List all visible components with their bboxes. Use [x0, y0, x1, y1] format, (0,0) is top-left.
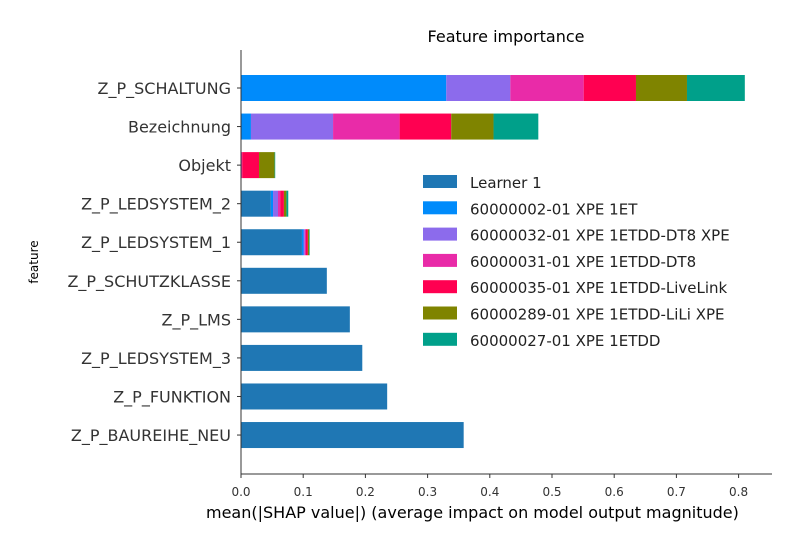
y-tick-label: Z_P_BAUREIHE_NEU	[71, 426, 231, 446]
bar-bezeichnung-series-1	[241, 113, 251, 140]
bar-bezeichnung-series-3	[333, 113, 400, 140]
y-tick-label: Z_P_LEDSYSTEM_1	[81, 233, 231, 253]
bar-z-p-ledsystem-1-series-6	[309, 229, 310, 256]
legend-label: 60000032-01 XPE 1ETDD-DT8 XPE	[470, 227, 730, 245]
y-tick-label: Z_P_SCHALTUNG	[98, 79, 231, 99]
x-tick-label: 0.5	[542, 485, 561, 499]
bar-z-p-ledsystem-1-series-0	[241, 229, 302, 256]
bar-z-p-lms-series-0	[241, 306, 350, 333]
y-tick-label: Objekt	[178, 156, 231, 175]
legend-label: 60000027-01 XPE 1ETDD	[470, 332, 660, 350]
bar-objekt-series-5	[259, 152, 275, 179]
x-tick-label: 0.4	[480, 485, 499, 499]
y-tick-label: Bezeichnung	[128, 118, 231, 137]
bar-z-p-ledsystem-3-series-0	[241, 344, 363, 371]
bar-z-p-ledsystem-1-series-5	[307, 229, 310, 256]
legend-swatch	[423, 280, 457, 294]
x-axis-label: mean(|SHAP value|) (average impact on mo…	[206, 503, 739, 522]
y-tick-label: Z_P_FUNKTION	[113, 387, 231, 407]
y-axis-label: feature	[27, 240, 41, 283]
legend-swatch	[423, 253, 457, 267]
bar-z-p-ledsystem-1-series-1	[301, 229, 304, 256]
bar-z-p-schaltung-series-5	[635, 75, 687, 101]
x-tick-label: 0.6	[605, 485, 624, 499]
bar-bezeichnung-series-6	[493, 113, 539, 140]
legend-label: Learner 1	[470, 174, 542, 192]
y-tick-label: Z_P_LEDSYSTEM_2	[81, 195, 231, 215]
bar-z-p-schaltung-series-2	[446, 75, 511, 101]
legend-label: 60000035-01 XPE 1ETDD-LiveLink	[470, 279, 728, 297]
bar-bezeichnung-series-5	[451, 113, 494, 140]
bar-objekt-series-6	[274, 152, 276, 179]
x-tick-label: 0.7	[667, 485, 686, 499]
bar-bezeichnung-series-4	[399, 113, 452, 140]
bar-objekt-series-3	[241, 152, 243, 179]
x-tick-label: 0.8	[729, 485, 748, 499]
x-tick-label: 0.3	[418, 485, 437, 499]
legend-swatch	[423, 175, 457, 188]
y-tick-label: Z_P_LEDSYSTEM_3	[81, 349, 231, 369]
bar-z-p-ledsystem-2-series-4	[280, 190, 284, 217]
bar-objekt-series-4	[242, 152, 260, 179]
chart-title: Feature importance	[428, 27, 585, 46]
bar-z-p-schaltung-series-4	[583, 75, 636, 101]
bar-z-p-ledsystem-2-series-1	[270, 190, 274, 217]
bar-bezeichnung-series-2	[250, 113, 334, 140]
legend-label: 60000002-01 XPE 1ET	[470, 200, 638, 218]
legend-label: 60000289-01 XPE 1ETDD-LiLi XPE	[470, 306, 725, 324]
x-tick-label: 0.0	[231, 485, 250, 499]
bar-z-p-ledsystem-2-series-2	[273, 190, 279, 217]
legend-swatch	[423, 332, 457, 346]
bars-group	[241, 75, 745, 449]
bar-z-p-ledsystem-1-series-4	[305, 229, 308, 256]
bar-z-p-funktion-series-0	[241, 383, 388, 410]
legend-swatch	[423, 227, 457, 241]
bar-z-p-schaltung-series-1	[241, 75, 447, 101]
bar-z-p-ledsystem-2-series-5	[283, 190, 287, 217]
legend: Learner 1 60000002-01 XPE 1ET 60000032-01 …	[423, 174, 730, 350]
axes-group: Z_P_SCHALTUNG Bezeichnung Objekt Z_P_LEDSYS…	[67, 50, 772, 499]
bar-z-p-ledsystem-1-series-3	[304, 229, 306, 256]
bar-z-p-ledsystem-2-series-3	[278, 190, 281, 217]
bar-z-p-schutzklasse-series-0	[241, 267, 327, 294]
legend-swatch	[423, 306, 457, 320]
x-tick-label: 0.2	[356, 485, 375, 499]
bar-z-p-baureihe-neu-series-0	[241, 422, 464, 449]
y-tick-label: Z_P_LMS	[162, 310, 231, 330]
legend-label: 60000031-01 XPE 1ETDD-DT8	[470, 253, 696, 271]
bar-z-p-ledsystem-2-series-0	[241, 190, 271, 217]
bar-z-p-ledsystem-2-series-6	[286, 190, 289, 217]
x-tick-label: 0.1	[294, 485, 313, 499]
legend-swatch	[423, 201, 457, 215]
y-tick-label: Z_P_SCHUTZKLASSE	[67, 272, 231, 292]
bar-z-p-ledsystem-1-series-2	[303, 229, 305, 256]
bar-z-p-schaltung-series-6	[686, 75, 745, 101]
bar-z-p-schaltung-series-3	[510, 75, 584, 101]
